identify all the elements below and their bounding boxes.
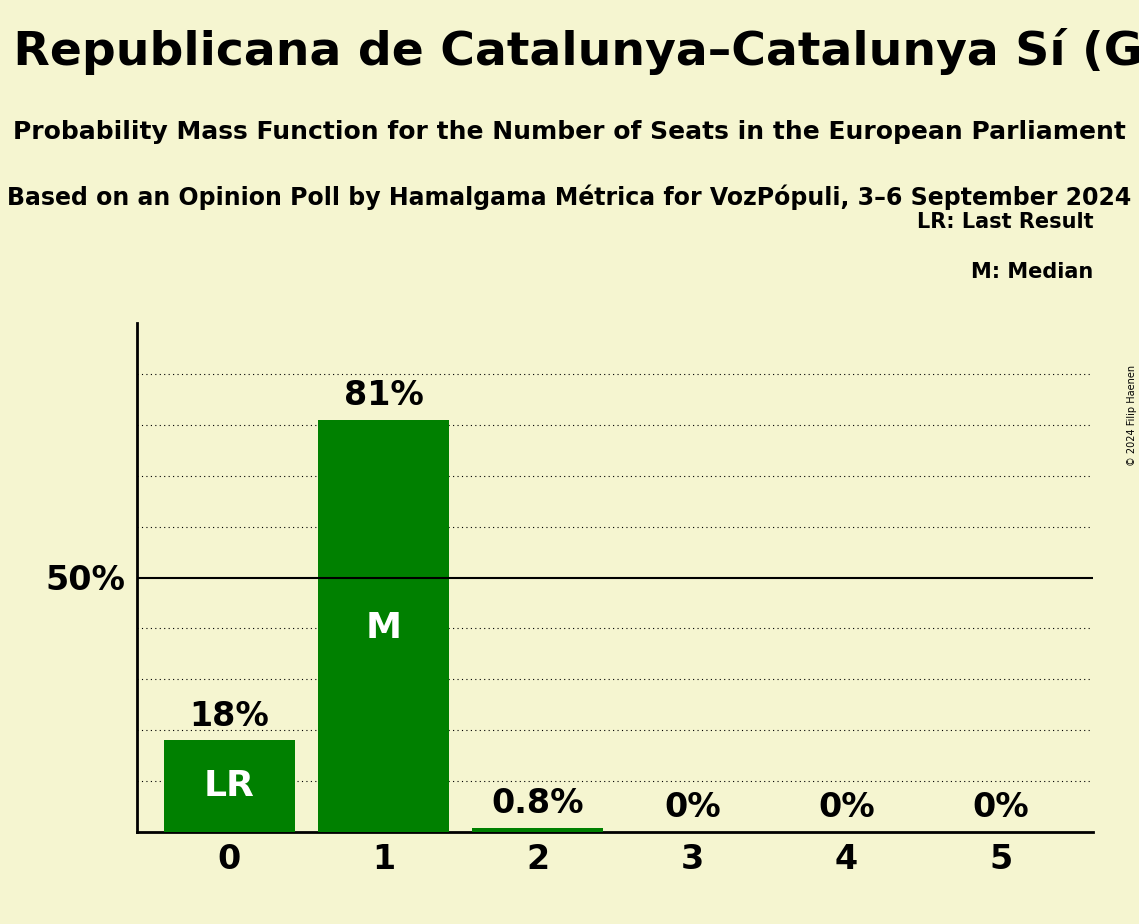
- Text: Probability Mass Function for the Number of Seats in the European Parliament: Probability Mass Function for the Number…: [13, 120, 1126, 144]
- Text: LR: LR: [204, 769, 255, 803]
- Text: M: M: [366, 612, 402, 645]
- Text: 0%: 0%: [664, 791, 721, 824]
- Bar: [473, 828, 604, 832]
- Text: Based on an Opinion Poll by Hamalgama Métrica for VozPópuli, 3–6 September 2024: Based on an Opinion Poll by Hamalgama Mé…: [7, 185, 1132, 211]
- Text: 81%: 81%: [344, 380, 424, 412]
- Bar: [164, 740, 295, 832]
- Text: © 2024 Filip Haenen: © 2024 Filip Haenen: [1126, 365, 1137, 467]
- Text: 0%: 0%: [973, 791, 1030, 824]
- Text: 18%: 18%: [189, 699, 269, 733]
- Text: M: Median: M: Median: [972, 262, 1093, 283]
- Bar: [318, 419, 449, 832]
- Text: Esquerra Republicana de Catalunya–Catalunya Sí (Greens/EFA): Esquerra Republicana de Catalunya–Catalu…: [0, 28, 1139, 75]
- Text: 0.8%: 0.8%: [492, 787, 584, 820]
- Text: 0%: 0%: [818, 791, 875, 824]
- Text: LR: Last Result: LR: Last Result: [917, 212, 1093, 232]
